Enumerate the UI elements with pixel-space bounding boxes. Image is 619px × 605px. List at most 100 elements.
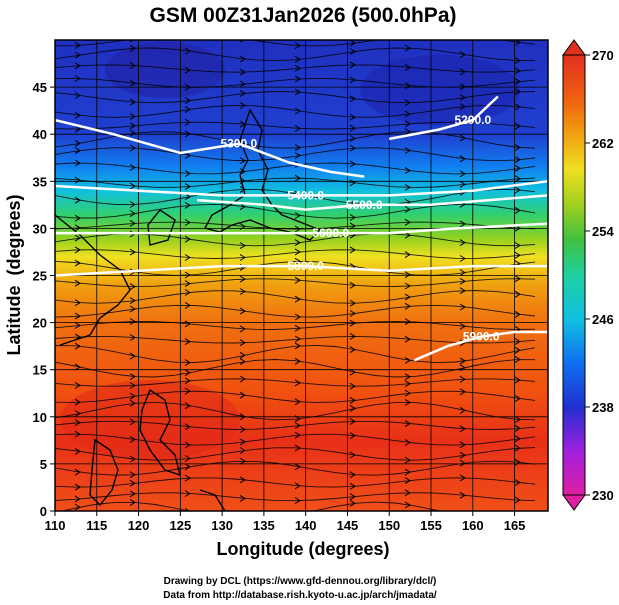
streamline-arrow (129, 98, 136, 106)
x-tick-label: 165 (504, 518, 526, 533)
y-tick-label: 30 (33, 221, 47, 236)
streamline-arrow (129, 455, 136, 463)
streamline-arrow (184, 377, 191, 385)
streamline (55, 304, 536, 318)
streamline-arrow (404, 82, 411, 90)
streamline-arrow (129, 435, 136, 443)
streamline-arrow (74, 224, 81, 232)
streamline-arrow (295, 510, 296, 511)
streamline (55, 40, 536, 47)
contour-label: 5300.0 (220, 137, 257, 151)
streamline (55, 104, 536, 118)
streamline-arrow (239, 375, 246, 383)
streamline-arrow (459, 51, 466, 59)
streamline-arrow (349, 144, 356, 152)
streamline-arrow (184, 441, 191, 449)
streamline-arrow (239, 185, 246, 193)
streamline-arrow (184, 280, 191, 288)
streamline-arrow (74, 62, 81, 70)
streamline-arrow (239, 168, 246, 175)
streamline-arrow (349, 451, 356, 459)
streamline-arrow (294, 144, 301, 152)
streamline-arrow (129, 113, 136, 121)
streamline-arrow (514, 346, 521, 354)
x-axis: 110 115 120 125 130 135 140 145 150 155 160 165 (45, 511, 526, 533)
streamline-arrow (74, 410, 81, 417)
streamline-arrow (294, 212, 301, 219)
streamline-arrow (74, 176, 81, 184)
colorbar-tick-label: 270 (592, 48, 614, 63)
streamline-arrow (514, 242, 521, 249)
streamline-arrow (294, 88, 301, 96)
streamline-arrow (514, 435, 521, 443)
streamline-arrow (404, 373, 411, 381)
streamline-arrow (74, 246, 81, 254)
streamline-arrow (349, 493, 356, 501)
streamline-arrow (129, 305, 136, 313)
streamline-arrow (184, 151, 191, 159)
streamline-arrow (239, 307, 246, 315)
streamline-arrow (514, 275, 521, 283)
streamline-arrow (129, 44, 136, 52)
streamline-arrow (74, 159, 81, 167)
streamline-arrow (404, 318, 411, 326)
streamline-arrow (74, 363, 81, 371)
streamline-arrow (129, 318, 136, 325)
streamline-arrow (74, 299, 81, 307)
y-tick-label: 20 (33, 316, 47, 331)
streamline-arrow (459, 134, 466, 142)
streamline-arrow (459, 303, 466, 311)
streamline-arrow (74, 503, 81, 511)
streamline-arrow (404, 147, 411, 154)
streamline-arrow (459, 155, 466, 163)
streamline-arrow (514, 444, 521, 452)
streamline-arrow (74, 419, 81, 427)
streamline-arrow (459, 441, 466, 449)
streamline-arrow (514, 395, 521, 402)
streamline-arrow (349, 404, 356, 412)
contour-5300.0 (55, 118, 365, 178)
streamline-arrow (239, 391, 246, 399)
streamline-arrow (184, 235, 191, 243)
streamline-arrow (239, 288, 246, 295)
streamline (55, 492, 536, 502)
streamline-arrow (294, 342, 301, 350)
streamline-arrow (184, 301, 191, 309)
streamline-arrow (459, 94, 466, 102)
streamline-arrow (239, 358, 246, 366)
contour-5500.0 (197, 194, 548, 211)
streamline-arrow (74, 234, 81, 242)
streamline-arrow (404, 335, 411, 343)
streamline-arrow (294, 431, 301, 439)
streamline-arrow (240, 517, 245, 523)
streamline-arrow (514, 310, 521, 318)
streamline-arrow (74, 259, 81, 267)
y-axis-label: Latitude (degrees) (4, 194, 24, 355)
colorbar-ticks: 230 238 246 254 262 270 (585, 48, 614, 503)
streamline-arrow (239, 89, 246, 97)
streamline-arrow (184, 170, 191, 177)
streamline-arrow (404, 120, 411, 128)
streamline-arrow (404, 468, 411, 476)
streamline-arrow (74, 51, 81, 59)
streamline-arrow (404, 206, 411, 213)
streamline-arrow (459, 474, 466, 482)
streamline-arrow (459, 170, 466, 178)
streamline-arrow (405, 33, 410, 39)
streamline-arrow (239, 325, 246, 333)
streamline-arrow (459, 375, 466, 383)
streamline (55, 501, 442, 511)
streamline-arrow (404, 389, 411, 397)
streamline-arrow (184, 289, 191, 296)
streamline-arrow (129, 373, 136, 381)
streamline-arrow (239, 101, 246, 109)
streamline-arrow (239, 447, 246, 454)
streamline-arrow (184, 320, 191, 328)
streamline-arrow (129, 182, 136, 190)
korea-coastline (147, 209, 176, 246)
streamline-arrow (239, 203, 246, 211)
streamline-arrow (239, 55, 246, 63)
streamline-arrow (184, 474, 191, 482)
streamline-arrow (349, 310, 356, 317)
streamline-arrow (74, 430, 81, 438)
